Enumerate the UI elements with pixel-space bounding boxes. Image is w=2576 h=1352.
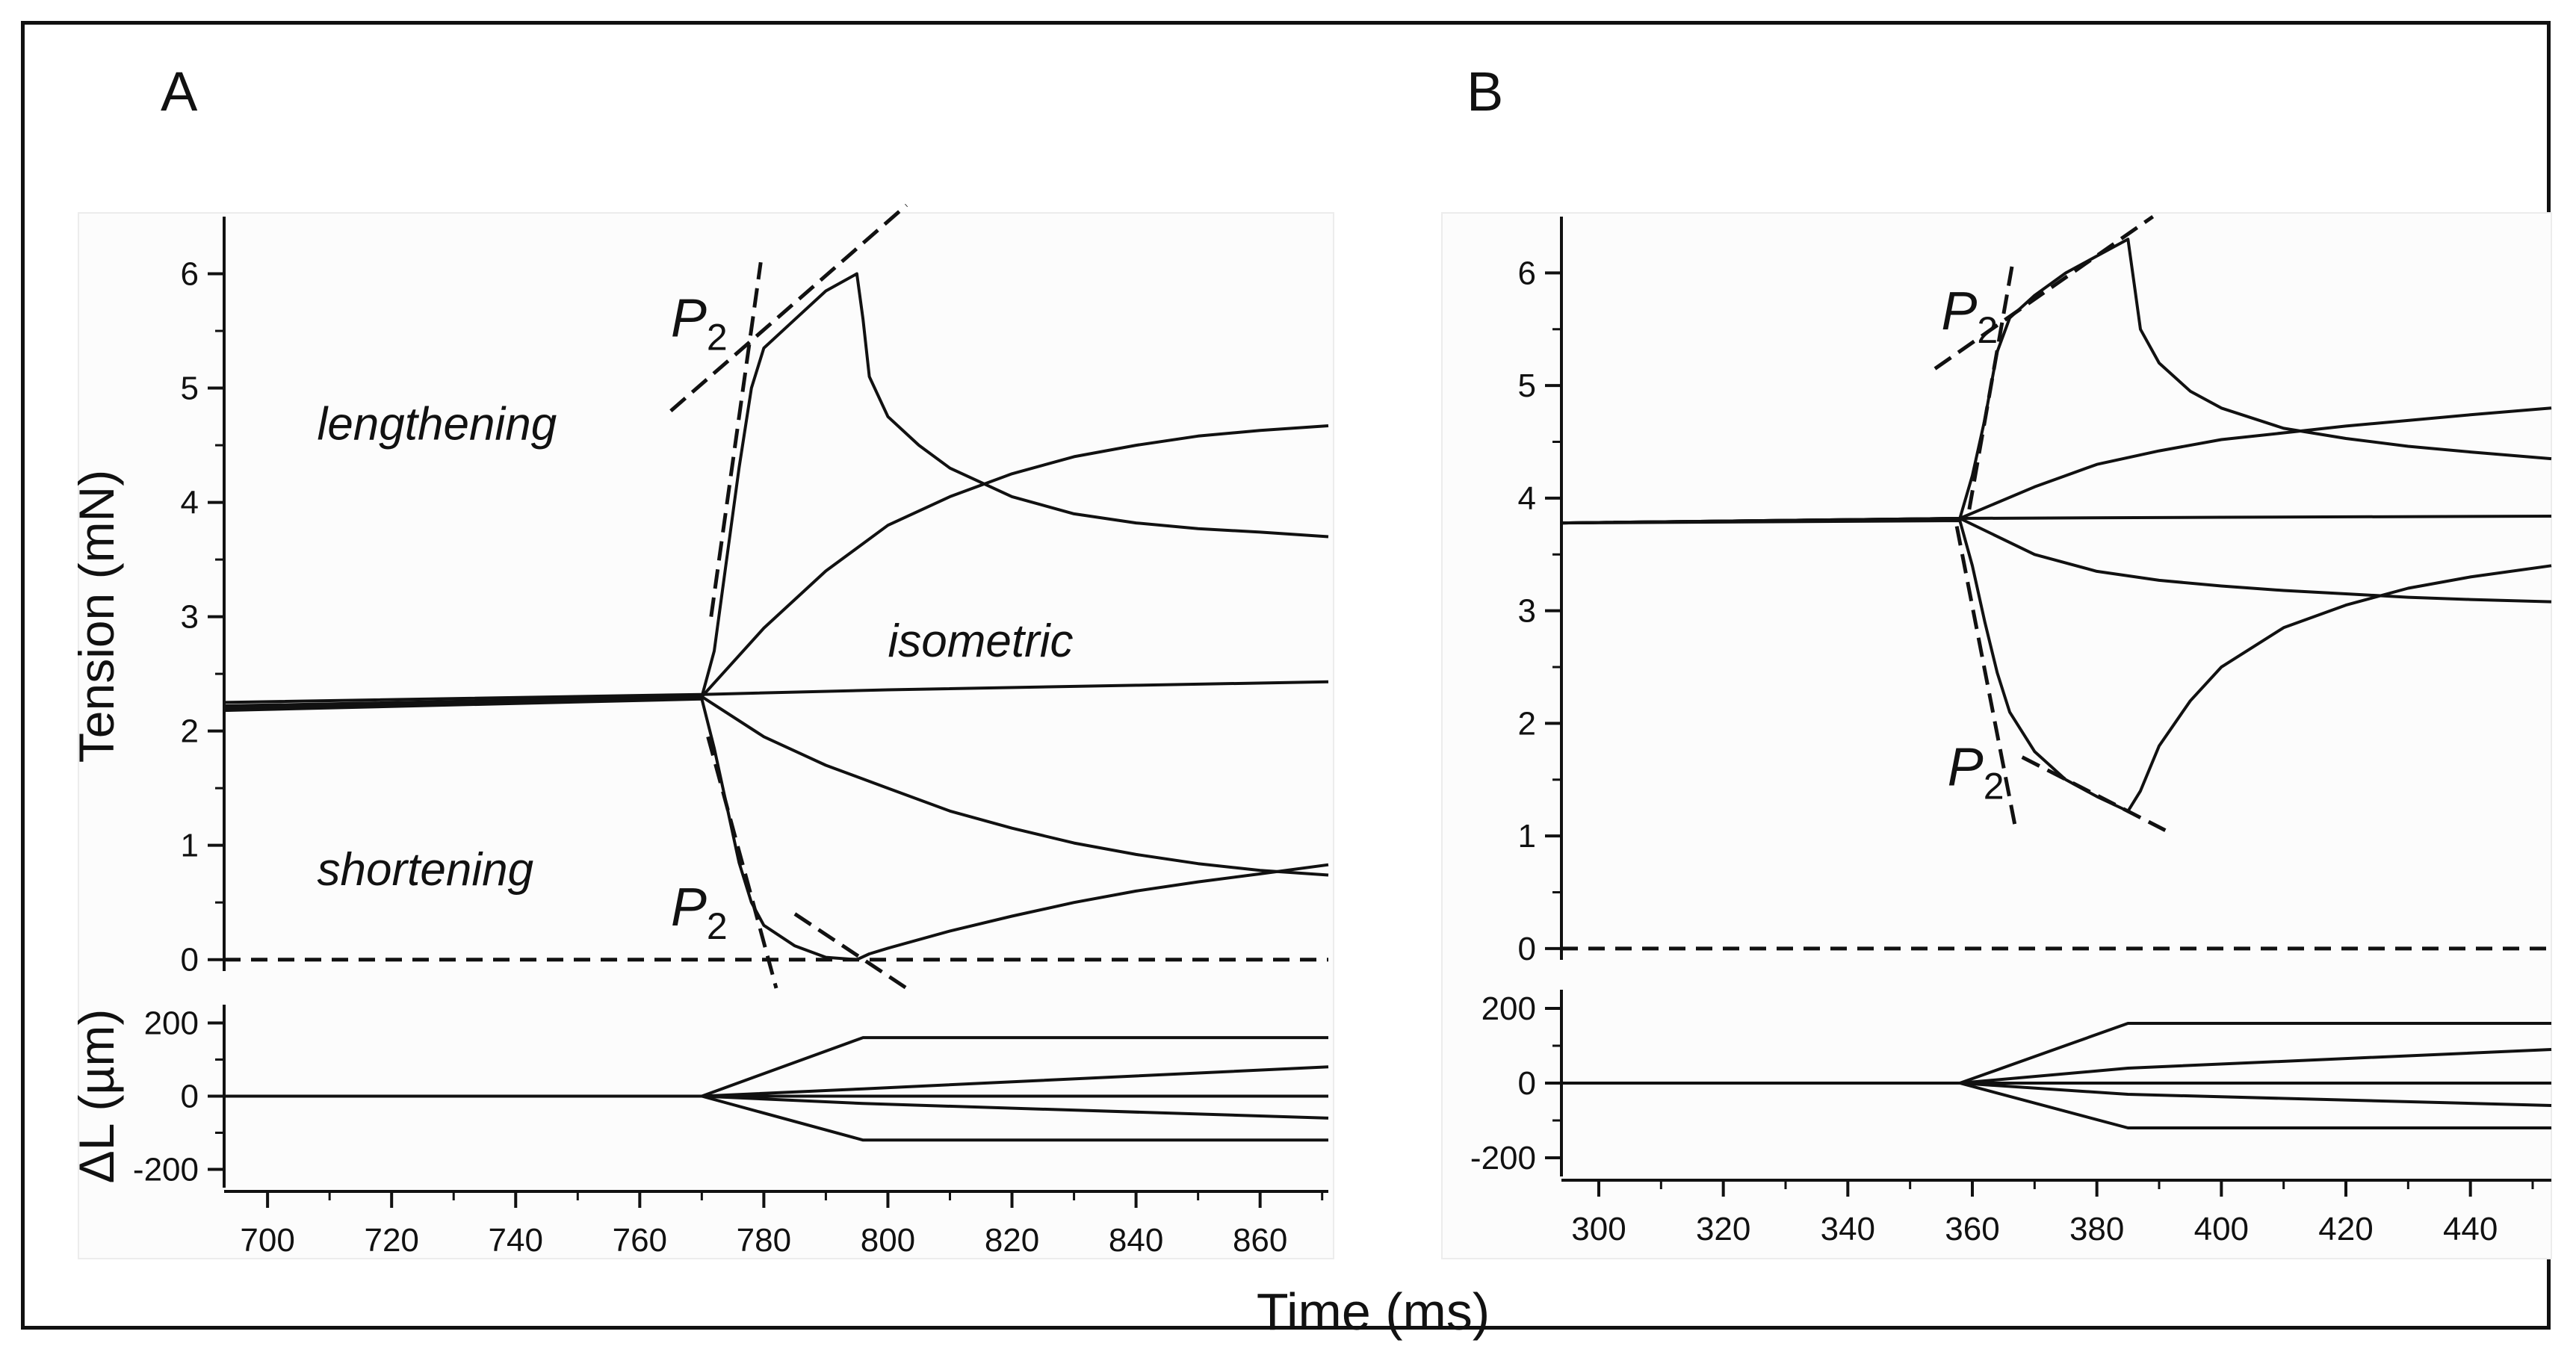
panel-letter-a: A — [161, 61, 198, 123]
p2-fit-line — [1954, 526, 2018, 831]
tension-tick-label: 4 — [1518, 480, 1536, 517]
x-tick-label: 440 — [2443, 1211, 2498, 1247]
trace-label: isometric — [888, 615, 1073, 667]
tension-tick-label: 4 — [181, 485, 199, 521]
x-tick-label: 360 — [1945, 1211, 1999, 1247]
trace-label: lengthening — [318, 398, 557, 450]
tension-trace — [223, 680, 1329, 704]
x-tick-label: 720 — [364, 1222, 418, 1259]
length-trace — [1561, 1082, 2551, 1129]
length-tick-label: 200 — [144, 1005, 199, 1042]
tension-tick-label: 6 — [181, 256, 199, 293]
plot-background — [78, 212, 1334, 1259]
tension-tick-label: 0 — [1518, 931, 1536, 967]
x-tick-label: 420 — [2318, 1211, 2373, 1247]
x-tick-label: 840 — [1109, 1222, 1163, 1259]
x-tick-label: 340 — [1821, 1211, 1875, 1247]
tension-trace — [223, 695, 1329, 877]
length-tick-label: 200 — [1481, 990, 1536, 1027]
x-tick-label: 400 — [2194, 1211, 2249, 1247]
tension-axis-label: Tension (mN) — [69, 470, 124, 763]
panel-a: 0 1 2 3 4 5 6 -200 0 200 700 720 740 760 780 800 820 840 8… — [69, 203, 1334, 1259]
tension-tick-label: 1 — [181, 828, 199, 864]
p2-fit-line — [1967, 261, 2015, 510]
x-axis-label: Time (ms) — [1257, 1283, 1490, 1341]
p2-fit-line — [793, 912, 908, 990]
x-tick-label: 380 — [2069, 1211, 2124, 1247]
length-axis-label: ΔL (µm) — [69, 1009, 124, 1184]
tension-trace — [223, 424, 1329, 710]
tension-tick-label: 5 — [181, 370, 199, 407]
trace-label: shortening — [318, 844, 534, 896]
p2-fit-line — [709, 261, 763, 617]
tension-tick-label: 6 — [1518, 255, 1536, 291]
x-tick-label: 740 — [489, 1222, 543, 1259]
tension-tick-label: 3 — [1518, 593, 1536, 630]
tension-tick-label: 5 — [1518, 368, 1536, 404]
p2-label: P2 — [671, 289, 728, 359]
tension-tick-label: 1 — [1518, 818, 1536, 855]
p2-fit-line — [1933, 214, 2155, 370]
x-tick-label: 860 — [1233, 1222, 1287, 1259]
length-tick-label: 0 — [181, 1079, 199, 1115]
tension-trace — [1561, 517, 2552, 604]
panel-letter-b: B — [1467, 61, 1504, 123]
length-tick-label: -200 — [133, 1152, 199, 1188]
x-tick-label: 800 — [861, 1222, 915, 1259]
x-tick-label: 760 — [613, 1222, 667, 1259]
p2-fit-line — [669, 203, 908, 413]
x-tick-label: 320 — [1696, 1211, 1750, 1247]
x-tick-label: 780 — [737, 1222, 791, 1259]
tension-tick-label: 3 — [181, 599, 199, 636]
x-tick-label: 820 — [985, 1222, 1039, 1259]
x-tick-label: 700 — [240, 1222, 294, 1259]
tension-trace — [223, 272, 1329, 707]
tension-tick-label: 2 — [181, 713, 199, 750]
tension-tick-label: 0 — [181, 942, 199, 979]
p2-fit-line — [706, 736, 778, 989]
length-tick-label: 0 — [1518, 1065, 1536, 1102]
x-tick-label: 300 — [1571, 1211, 1626, 1247]
length-tick-label: -200 — [1470, 1140, 1536, 1176]
length-trace — [224, 1094, 1328, 1142]
tension-tick-label: 2 — [1518, 705, 1536, 742]
tension-trace — [1561, 406, 2552, 525]
